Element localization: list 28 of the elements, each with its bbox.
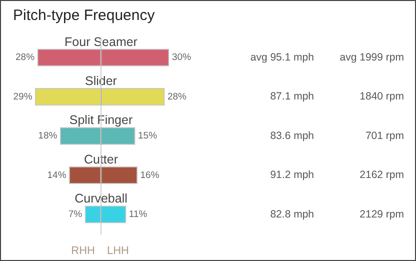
category-label: Split Finger: [69, 113, 133, 128]
x-axis-title: LHH: [107, 245, 130, 258]
text: 1840 rpm: [360, 90, 404, 103]
category-label: Slider: [85, 74, 117, 88]
data-label: 11%: [128, 209, 148, 220]
data-label: 28%: [16, 52, 36, 64]
text: avg 1999 rpm: [340, 51, 404, 64]
text: 2162 rpm: [360, 169, 404, 182]
text: 2129 rpm: [360, 208, 404, 220]
data-label: 7%: [68, 209, 83, 220]
text: 91.2 mph: [270, 169, 314, 182]
data-label: 18%: [38, 130, 58, 142]
text: 82.8 mph: [270, 208, 314, 220]
text: avg 95.1 mph: [250, 51, 314, 64]
category-label: Curveball: [74, 192, 128, 206]
x-axis-title: RHH: [71, 245, 96, 258]
text: 83.6 mph: [270, 130, 314, 142]
data-label: 15%: [138, 130, 158, 142]
data-label: 28%: [167, 91, 188, 102]
text: 87.1 mph: [270, 90, 314, 103]
data-label: 30%: [172, 52, 192, 64]
category-label: Four Seamer: [64, 34, 138, 49]
category-label: Cutter: [84, 152, 118, 166]
data-label: 29%: [13, 91, 33, 102]
chart-title: Pitch-type Frequency: [13, 7, 156, 24]
text: 701 rpm: [365, 130, 404, 142]
data-label: 14%: [47, 170, 67, 181]
data-label: 16%: [140, 170, 160, 181]
